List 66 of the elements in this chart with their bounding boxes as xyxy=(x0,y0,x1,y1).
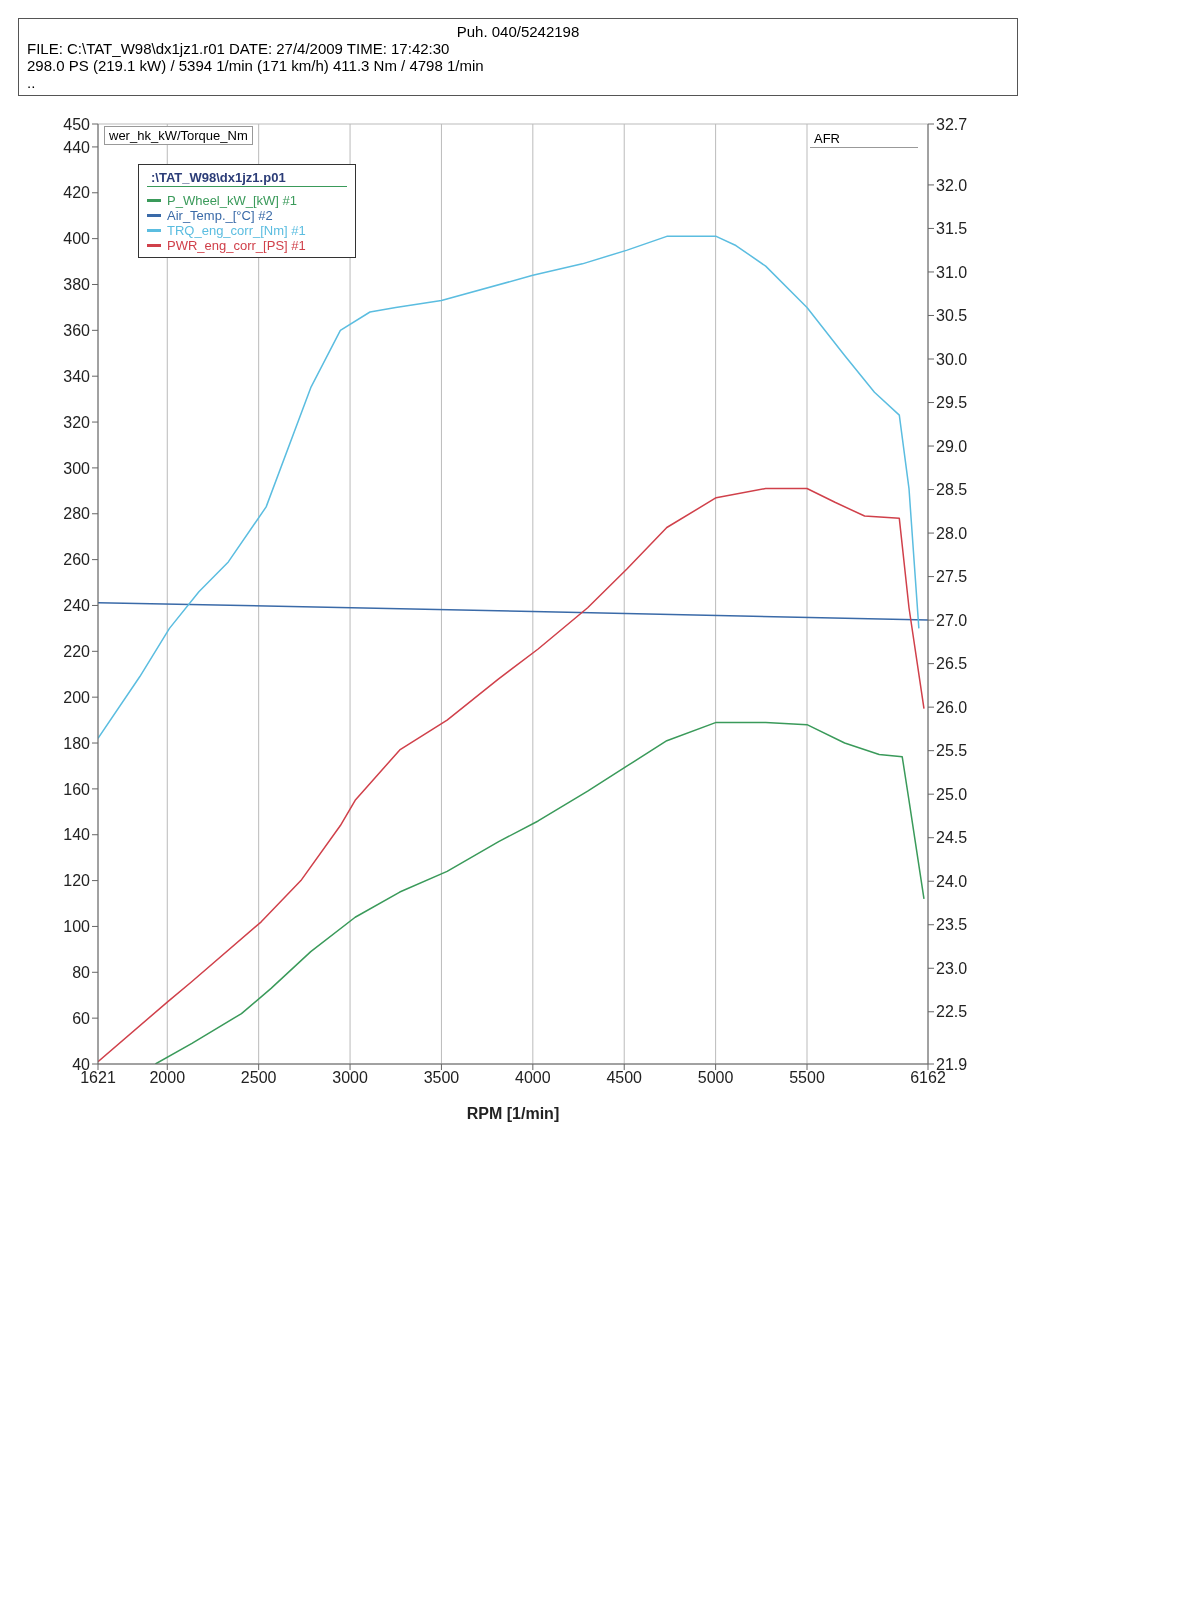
text: .. xyxy=(27,74,37,91)
y-tick-label: 320 xyxy=(63,413,91,431)
y2-tick-label: 30.0 xyxy=(936,350,968,368)
legend-title: :\TAT_W98\dx1jz1.p01 xyxy=(147,169,347,187)
y2-tick-label: 25.5 xyxy=(936,742,968,760)
x-axis-title: RPM [1/min] xyxy=(466,1105,560,1122)
y2-tick-label: 32.0 xyxy=(936,176,968,194)
y-tick-label: 120 xyxy=(63,872,91,890)
legend-label: P_Wheel_kW_[kW] #1 xyxy=(167,193,298,208)
y-tick-label: 400 xyxy=(63,230,91,248)
y-axis-title: wer_hk_kW/Torque_Nm xyxy=(104,126,253,145)
y-tick-label: 180 xyxy=(63,734,91,752)
y2-tick-label: 28.5 xyxy=(936,481,968,499)
x-tick-label: 3000 xyxy=(332,1069,368,1087)
text: 298.0 PS (219.1 kW) / 5394 1/min (171 km/h) 411.3 Nm / 4798 1/min xyxy=(27,57,485,74)
x-tick-label: 3500 xyxy=(423,1069,460,1087)
x-tick-label: 5000 xyxy=(697,1069,734,1087)
text: FILE: C:\TAT_W98\dx1jz1.r01 DATE: 27/4/2009 TIME: 17:42:30 xyxy=(27,40,451,57)
y-tick-label: 360 xyxy=(63,322,91,340)
y2-tick-label: 23.0 xyxy=(936,959,968,977)
y2-tick-label: 30.5 xyxy=(936,307,968,325)
x-tick-label: 1621 xyxy=(80,1069,116,1087)
y-tick-label: 200 xyxy=(63,688,91,706)
y-tick-label: 280 xyxy=(63,505,91,523)
y2-tick-label: 26.0 xyxy=(936,698,968,716)
legend-label: PWR_eng_corr_[PS] #1 xyxy=(167,238,306,253)
y2-tick-label: 26.5 xyxy=(936,655,968,673)
text: Puh. 040/5242198 xyxy=(455,23,581,40)
y2-tick-label: 25.0 xyxy=(936,785,968,803)
x-tick-label: 2500 xyxy=(240,1069,277,1087)
y-tick-label: 340 xyxy=(63,367,91,385)
y2-tick-label: 31.0 xyxy=(936,263,968,281)
y2-tick-label: 31.5 xyxy=(936,220,968,238)
y2-tick-label: 27.0 xyxy=(936,611,968,629)
line-series xyxy=(98,487,925,1063)
y-tick-label: 140 xyxy=(63,826,91,844)
y-tick-label: 80 xyxy=(72,963,91,981)
x-tick-label: 5500 xyxy=(789,1069,825,1087)
y2-tick-label: 22.5 xyxy=(936,1003,968,1021)
y-tick-label: 220 xyxy=(63,643,91,660)
y2-tick-label: 29.0 xyxy=(936,437,968,455)
x-tick-label: 4500 xyxy=(606,1069,643,1087)
y2-axis-title: AFR xyxy=(810,130,918,148)
y2-tick-label: 23.5 xyxy=(936,916,968,934)
y-tick-label: 440 xyxy=(63,138,91,156)
x-tick-label: 4000 xyxy=(515,1069,551,1087)
line-series xyxy=(154,721,925,1064)
y-tick-label: 60 xyxy=(72,1009,91,1027)
y2-tick-label: 29.5 xyxy=(936,394,968,412)
y2-tick-label: 32.7 xyxy=(936,115,968,133)
y-tick-label: 160 xyxy=(63,780,91,798)
x-tick-label: 2000 xyxy=(149,1069,186,1087)
y-tick-label: 100 xyxy=(63,918,91,936)
legend-label: TRQ_eng_corr_[Nm] #1 xyxy=(167,223,306,238)
legend-label: Air_Temp._[°C] #2 xyxy=(167,208,273,223)
y-tick-label: 300 xyxy=(63,459,91,477)
y2-tick-label: 28.0 xyxy=(936,524,968,542)
y-tick-label: 420 xyxy=(63,184,91,202)
y-tick-label: 240 xyxy=(63,597,91,615)
y-tick-label: 380 xyxy=(63,276,91,294)
x-tick-label: 6162 xyxy=(910,1069,946,1087)
y-tick-label: 260 xyxy=(63,551,91,569)
y-tick-label: 450 xyxy=(63,115,91,133)
y2-tick-label: 24.0 xyxy=(936,872,968,890)
y2-tick-label: 24.5 xyxy=(936,829,968,847)
y2-tick-label: 27.5 xyxy=(936,568,968,586)
